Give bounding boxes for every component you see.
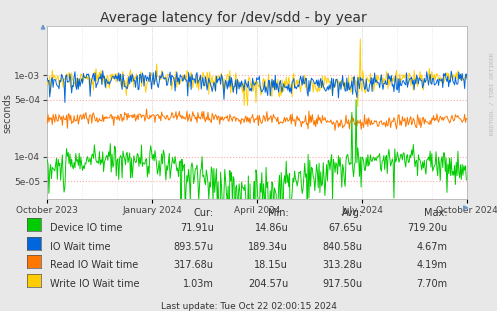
Text: 67.65u: 67.65u <box>329 223 363 233</box>
Text: RRDTOOL / TOBI OETIKER: RRDTOOL / TOBI OETIKER <box>490 52 495 135</box>
Text: Read IO Wait time: Read IO Wait time <box>50 260 138 270</box>
Text: IO Wait time: IO Wait time <box>50 242 110 252</box>
Text: 317.68u: 317.68u <box>174 260 214 270</box>
Text: 917.50u: 917.50u <box>323 279 363 289</box>
Text: 14.86u: 14.86u <box>254 223 288 233</box>
Text: 189.34u: 189.34u <box>248 242 288 252</box>
Text: 4.19m: 4.19m <box>416 260 447 270</box>
Text: Write IO Wait time: Write IO Wait time <box>50 279 139 289</box>
Text: 4.67m: 4.67m <box>416 242 447 252</box>
Text: 71.91u: 71.91u <box>180 223 214 233</box>
Text: 313.28u: 313.28u <box>323 260 363 270</box>
Text: 7.70m: 7.70m <box>416 279 447 289</box>
Text: Avg:: Avg: <box>341 208 363 218</box>
Text: Max:: Max: <box>424 208 447 218</box>
Text: Min:: Min: <box>267 208 288 218</box>
Text: 840.58u: 840.58u <box>323 242 363 252</box>
Text: Last update: Tue Oct 22 02:00:15 2024: Last update: Tue Oct 22 02:00:15 2024 <box>161 302 336 311</box>
Y-axis label: seconds: seconds <box>3 93 13 133</box>
Text: Cur:: Cur: <box>194 208 214 218</box>
Text: Device IO time: Device IO time <box>50 223 122 233</box>
Text: 204.57u: 204.57u <box>248 279 288 289</box>
Text: 719.20u: 719.20u <box>407 223 447 233</box>
Text: Average latency for /dev/sdd - by year: Average latency for /dev/sdd - by year <box>100 11 367 25</box>
Text: 1.03m: 1.03m <box>183 279 214 289</box>
Text: 893.57u: 893.57u <box>173 242 214 252</box>
Text: 18.15u: 18.15u <box>254 260 288 270</box>
